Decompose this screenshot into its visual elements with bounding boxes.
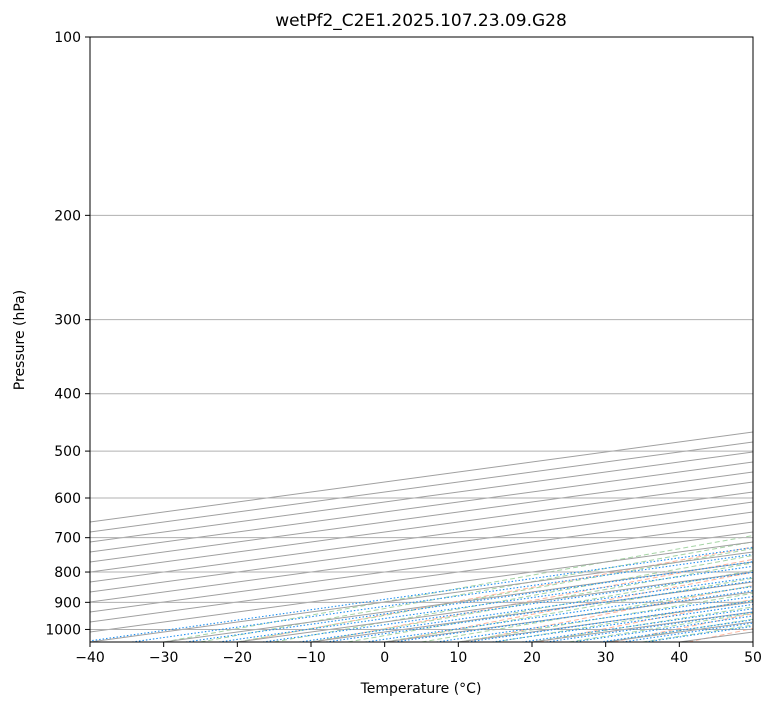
isotherm-line [90,551,753,642]
x-tick-label: 30 [597,650,615,666]
isotherm-line [90,541,753,633]
isotherm-line [752,641,753,642]
isotherm-line [384,591,753,642]
x-tick-label: 50 [744,650,762,666]
y-tick-label: 600 [54,491,81,507]
dry-adiabat [314,558,753,642]
moist-adiabat [458,592,753,642]
y-tick-label: 500 [54,444,81,460]
moist-adiabat [163,535,753,642]
y-tick-label: 100 [54,30,81,46]
moist-adiabat [568,612,753,642]
isotherm-line [90,531,753,623]
isotherm-line [90,501,753,593]
isotherm-line [90,451,753,543]
isotherm-line [605,621,753,642]
y-tick-label: 800 [54,565,81,581]
moist-adiabat [531,606,753,642]
y-axis-label: Pressure (hPa) [12,290,28,390]
isotherm-line [90,461,753,553]
moist-adiabat [384,577,753,642]
x-axis: −40 −30 −20 −10 0 10 20 30 40 50 [75,642,762,666]
mixing-ratio-line [546,611,753,642]
moist-adiabat [605,618,753,642]
mixing-ratio-line [299,576,753,642]
dry-adiabat [763,37,775,642]
y-tick-label: 300 [54,313,81,329]
y-tick-label: 900 [54,595,81,611]
x-tick-label: 10 [449,650,467,666]
moist-adiabat [642,624,753,642]
x-tick-label: −20 [223,650,253,666]
x-tick-label: −30 [149,650,179,666]
x-tick-label: 20 [523,650,541,666]
isotherm-line [90,511,753,603]
y-tick-label: 200 [54,208,81,224]
y-tick-label: 700 [54,531,81,547]
moist-adiabat [237,548,753,642]
isotherm-line [531,611,753,642]
chart-title: wetPf2_C2E1.2025.107.23.09.G28 [275,11,567,31]
background-grid [90,37,775,642]
mixing-ratio-line [325,580,753,642]
mixing-ratio-line [90,546,753,642]
moist-adiabat [310,562,753,642]
dry-adiabat [613,613,753,642]
isotherm-line [90,481,753,573]
x-tick-label: −40 [75,650,105,666]
mixing-ratio-line [131,553,753,642]
dry-adiabat [464,585,753,642]
dry-adiabat [239,546,753,642]
x-tick-label: 0 [380,650,389,666]
y-tick-label: 1000 [45,622,81,638]
moist-adiabat [347,569,753,642]
y-axis: 100 200 300 400 500 600 700 800 900 1000 [45,30,90,638]
moist-adiabat [421,585,753,642]
isotherm-line [310,581,753,642]
y-tick-label: 400 [54,387,81,403]
mixing-ratio-line [394,590,753,642]
isotherm-line [90,491,753,583]
x-tick-label: −10 [296,650,326,666]
moist-adiabat [200,541,753,642]
mixing-ratio-line [365,586,753,642]
x-tick-label: 40 [670,650,688,666]
x-axis-label: Temperature (°C) [360,681,482,697]
dry-adiabat [389,571,753,642]
isotherm-line [90,471,753,563]
plot-frame [89,36,754,643]
dry-adiabat [538,598,753,642]
isotherm-line [90,521,753,613]
